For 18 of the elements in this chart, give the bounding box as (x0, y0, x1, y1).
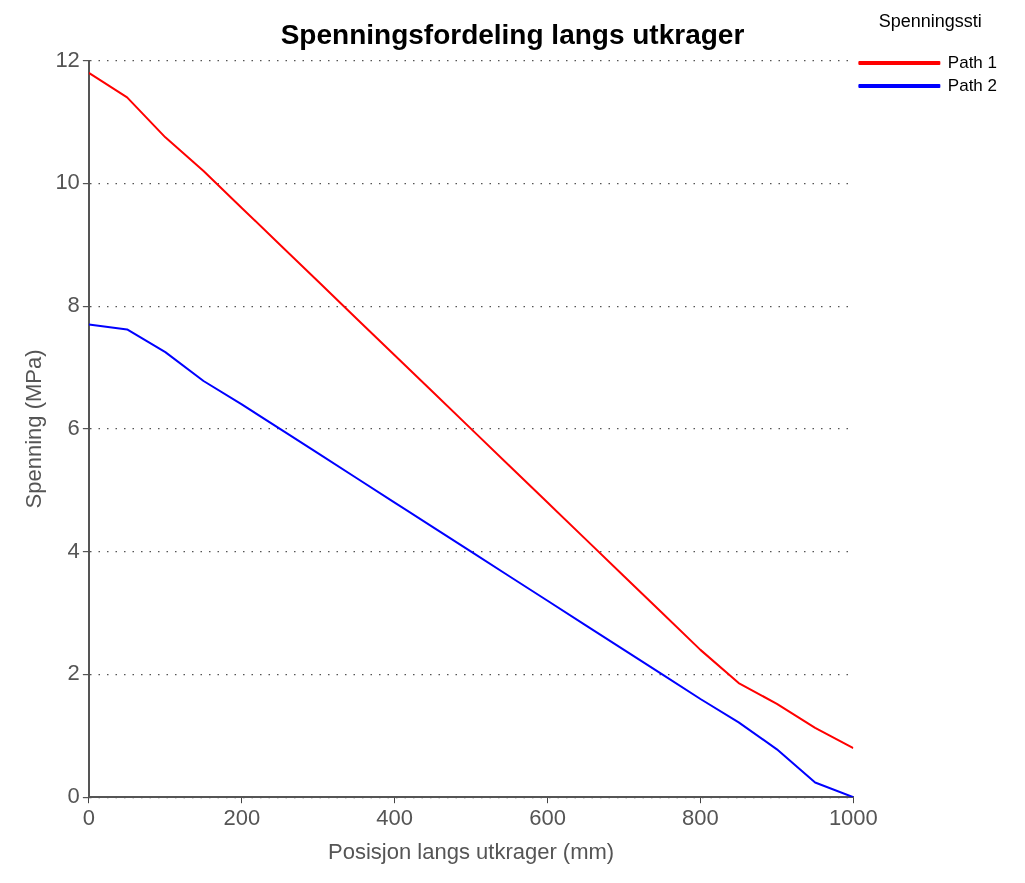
y-tick-label: 0 (67, 783, 80, 809)
y-tick-label: 6 (67, 414, 80, 440)
x-axis-title: Posisjon langs utkrager (mm) (328, 838, 615, 864)
y-tick-label: 12 (55, 46, 80, 72)
x-tick-label: 200 (223, 805, 261, 831)
y-tick-label: 8 (67, 292, 80, 318)
y-tick-label: 2 (67, 660, 80, 686)
chart-title: Spenningsfordeling langs utkrager (280, 18, 745, 50)
x-tick-label: 800 (682, 805, 719, 831)
y-tick-label: 4 (67, 537, 80, 563)
x-tick-label: 400 (376, 805, 414, 831)
legend-title: Spenningssti (878, 10, 982, 31)
legend-label: Path 1 (947, 52, 998, 72)
y-axis-title: Spenning (MPa) (21, 349, 47, 509)
x-tick-label: 1000 (828, 805, 878, 831)
x-tick-label: 600 (529, 805, 566, 831)
y-tick-label: 10 (55, 169, 80, 195)
legend-label: Path 2 (947, 75, 998, 95)
